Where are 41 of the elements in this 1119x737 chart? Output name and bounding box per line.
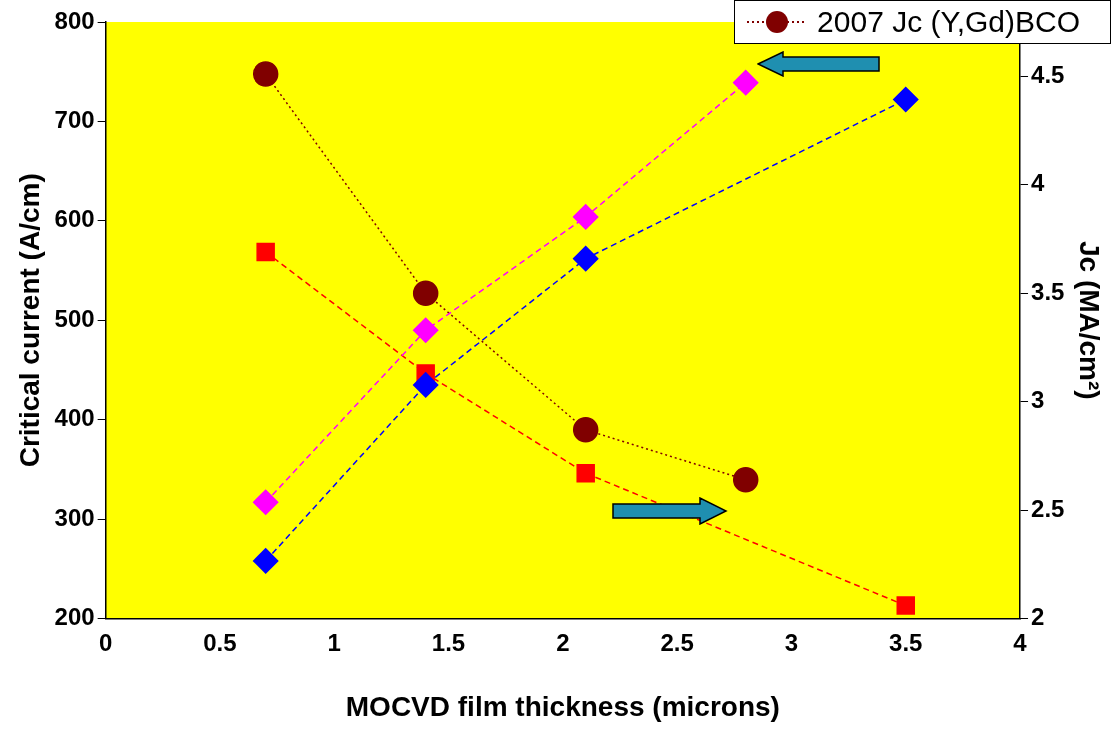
point bbox=[412, 280, 439, 306]
point bbox=[572, 417, 599, 443]
x-axis-title: MOCVD film thickness (microns) bbox=[345, 690, 780, 722]
y2-tick-label: 3 bbox=[1031, 386, 1045, 414]
point bbox=[256, 242, 275, 262]
point bbox=[892, 86, 919, 113]
y-axis-title: Critical current (A/cm) bbox=[13, 173, 45, 468]
point bbox=[412, 317, 439, 343]
point bbox=[412, 372, 439, 398]
y-tick-label: 300 bbox=[54, 503, 95, 531]
point bbox=[572, 245, 599, 272]
x-tick-label: 0 bbox=[98, 628, 113, 656]
point bbox=[732, 467, 759, 493]
y-tick-label: 500 bbox=[54, 304, 95, 332]
point bbox=[252, 548, 279, 574]
x-tick-label: 2.5 bbox=[660, 628, 694, 656]
y-tick-label: 800 bbox=[54, 6, 95, 34]
y2-tick-label: 3.5 bbox=[1031, 277, 1065, 305]
point bbox=[576, 464, 595, 483]
x-tick-label: 0.5 bbox=[203, 628, 237, 656]
y2-axis-title: Jc (MA/cm²) bbox=[1074, 240, 1106, 400]
legend-label: 2007 Jc (Y,Gd)BCO bbox=[817, 5, 1080, 39]
x-tick-label: 2 bbox=[556, 628, 570, 656]
y2-tick-label: 2.5 bbox=[1031, 494, 1065, 522]
y2-tick-label: 4 bbox=[1031, 169, 1046, 197]
x-tick-label: 1.5 bbox=[431, 628, 466, 656]
x-tick-label: 3 bbox=[784, 628, 799, 656]
y2-tick-label: 4.5 bbox=[1031, 60, 1065, 88]
point bbox=[252, 61, 279, 87]
point bbox=[896, 596, 915, 615]
point bbox=[572, 204, 599, 230]
y-tick-label: 700 bbox=[54, 106, 95, 134]
point bbox=[732, 69, 759, 96]
point bbox=[252, 489, 279, 516]
y-tick-label: 400 bbox=[54, 404, 95, 432]
x-tick-label: 3.5 bbox=[889, 628, 923, 656]
x-tick-label: 4 bbox=[1013, 628, 1028, 656]
y-tick-label: 200 bbox=[54, 603, 95, 631]
y2-tick-label: 2 bbox=[1031, 603, 1045, 631]
x-tick-label: 1 bbox=[327, 628, 341, 656]
y-tick-label: 600 bbox=[54, 205, 95, 233]
